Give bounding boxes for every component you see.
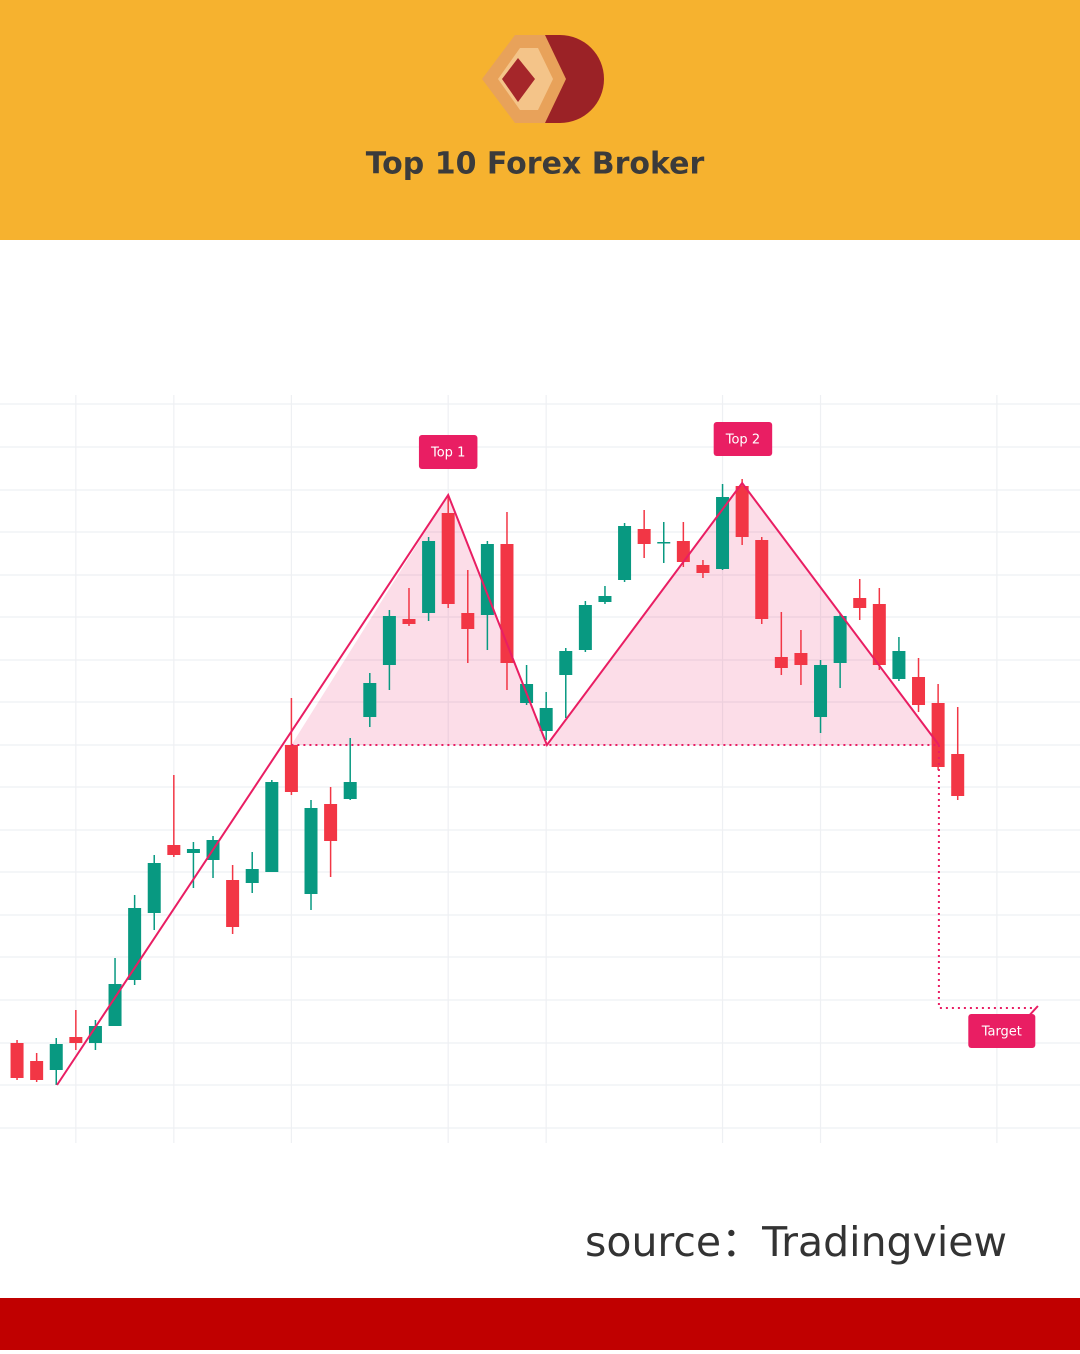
candle-body — [814, 665, 828, 717]
candle-body — [774, 657, 788, 668]
candle-body — [284, 745, 298, 792]
candle-body — [186, 849, 200, 853]
candle-body — [578, 605, 592, 650]
candle-body — [69, 1037, 83, 1043]
logo — [482, 35, 604, 123]
candle-body — [245, 869, 259, 883]
candle-body — [598, 596, 612, 602]
candle-body — [931, 703, 945, 767]
candle-body — [226, 880, 240, 927]
annotation-box — [713, 422, 773, 456]
candle-body — [30, 1061, 44, 1080]
candle-body — [676, 541, 690, 562]
candle-body — [637, 529, 651, 544]
candle-body — [833, 616, 847, 663]
candle-body — [363, 683, 377, 717]
candle-body — [402, 619, 416, 624]
annotation-box — [418, 435, 478, 469]
annotation-label: Target — [981, 1025, 1022, 1040]
header-title: Top 10 Forex Broker — [366, 147, 705, 182]
annotation-box — [968, 1014, 1036, 1048]
candle-body — [461, 613, 475, 629]
candle-body — [422, 541, 436, 613]
pattern-line — [56, 481, 940, 1086]
candle-body — [304, 808, 318, 894]
candle-body — [480, 544, 494, 615]
candle-body — [696, 565, 710, 573]
candle-body — [657, 542, 671, 544]
candle-body — [892, 651, 906, 679]
candle-body — [539, 708, 553, 731]
candle-body — [853, 598, 867, 608]
annotation-label: Top 2 — [725, 433, 760, 448]
candle-body — [872, 604, 886, 665]
chart: Top 1 Top 2 Target — [0, 395, 1080, 1143]
candle-body — [324, 804, 338, 841]
source-note: source：Tradingview — [585, 1218, 1007, 1266]
candle-body — [49, 1044, 63, 1070]
candle-body — [441, 513, 455, 604]
candle-body — [559, 651, 573, 675]
candle-body — [343, 782, 357, 799]
candle-body — [10, 1043, 24, 1078]
candle-body — [618, 526, 632, 580]
candle-body — [735, 486, 749, 537]
pattern-area — [291, 483, 939, 745]
annotation-label: Top 1 — [430, 446, 465, 461]
candle-body — [912, 677, 926, 705]
candle-body — [755, 540, 769, 619]
candle-body — [265, 782, 279, 872]
candle-body — [794, 653, 808, 665]
candle-body — [108, 984, 122, 1026]
candle-body — [147, 863, 161, 913]
candle-body — [167, 845, 181, 855]
footer-band — [0, 1298, 1080, 1350]
candle-body — [951, 754, 965, 796]
candle-body — [382, 616, 396, 665]
